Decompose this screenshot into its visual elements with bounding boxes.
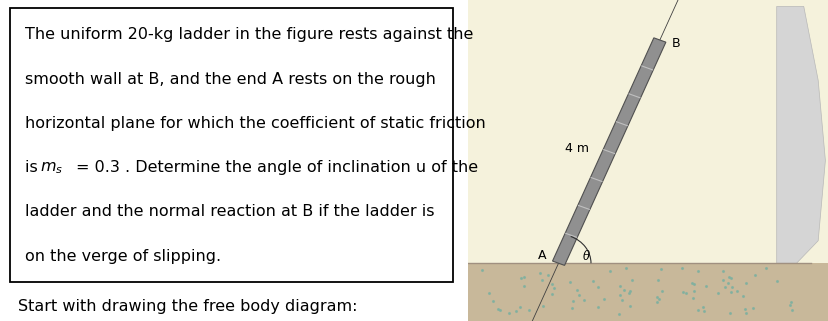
Point: [517, 274, 530, 280]
Point: [576, 297, 590, 302]
Text: is: is: [25, 160, 43, 175]
Point: [545, 291, 558, 296]
Point: [493, 308, 506, 313]
Text: The uniform 20-kg ladder in the figure rests against the: The uniform 20-kg ladder in the figure r…: [25, 27, 473, 42]
Point: [649, 299, 662, 304]
Point: [686, 282, 700, 287]
Point: [585, 278, 599, 283]
Point: [619, 266, 633, 271]
Point: [730, 288, 744, 293]
Text: ladder and the normal reaction at B if the ladder is: ladder and the normal reaction at B if t…: [25, 204, 434, 220]
Point: [739, 281, 752, 286]
Point: [612, 284, 625, 289]
Point: [508, 308, 522, 313]
Text: = 0.3 . Determine the angle of inclination u of the: = 0.3 . Determine the angle of inclinati…: [76, 160, 478, 175]
Text: on the verge of slipping.: on the verge of slipping.: [25, 249, 221, 264]
Point: [737, 306, 750, 311]
Point: [724, 284, 738, 289]
Point: [474, 267, 488, 273]
Point: [566, 299, 580, 304]
Point: [503, 311, 516, 316]
Point: [547, 285, 561, 291]
Point: [532, 271, 546, 276]
Point: [721, 274, 734, 280]
Point: [622, 291, 635, 296]
Polygon shape: [776, 6, 825, 263]
Point: [722, 311, 735, 316]
Point: [736, 294, 749, 299]
Point: [612, 311, 625, 316]
Point: [513, 304, 527, 309]
Point: [614, 298, 628, 303]
Point: [747, 273, 760, 278]
Point: [565, 305, 578, 310]
Text: smooth wall at B, and the end A rests on the rough: smooth wall at B, and the end A rests on…: [25, 72, 436, 87]
Point: [785, 308, 798, 313]
Point: [684, 280, 697, 285]
Point: [686, 289, 700, 294]
Point: [710, 290, 724, 295]
Polygon shape: [551, 38, 665, 265]
Point: [653, 267, 667, 272]
Point: [545, 282, 558, 287]
Point: [651, 277, 664, 282]
Point: [720, 280, 734, 285]
Point: [676, 289, 689, 294]
Bar: [10, 8, 453, 282]
Point: [570, 287, 583, 292]
Point: [616, 288, 629, 293]
Point: [716, 277, 729, 282]
Point: [696, 304, 709, 309]
Point: [696, 308, 710, 313]
Point: [590, 284, 604, 289]
Text: Start with drawing the free body diagram:: Start with drawing the free body diagram…: [18, 299, 358, 314]
Point: [517, 284, 530, 289]
Point: [623, 303, 636, 308]
Point: [596, 296, 609, 301]
Point: [522, 308, 535, 313]
Text: B: B: [671, 37, 680, 50]
Point: [654, 289, 667, 294]
Point: [591, 305, 604, 310]
Point: [783, 299, 797, 304]
Text: θ: θ: [582, 250, 589, 263]
Point: [724, 275, 737, 280]
Point: [482, 291, 495, 296]
Point: [745, 305, 758, 310]
Point: [724, 290, 737, 295]
Bar: [468, 263, 828, 321]
Point: [685, 295, 698, 300]
Point: [624, 277, 638, 282]
Text: horizontal plane for which the coefficient of static friction: horizontal plane for which the coefficie…: [25, 116, 485, 131]
Point: [691, 269, 704, 274]
Point: [491, 307, 504, 312]
Point: [623, 288, 636, 293]
Point: [717, 284, 730, 290]
Point: [758, 265, 772, 271]
Point: [675, 266, 688, 271]
Point: [534, 277, 547, 282]
Point: [603, 269, 616, 274]
Bar: [468, 0, 828, 321]
Point: [513, 275, 527, 281]
Point: [613, 292, 626, 298]
Text: 4 m: 4 m: [564, 142, 588, 155]
Point: [782, 302, 796, 308]
Point: [739, 310, 752, 315]
Point: [562, 280, 575, 285]
Point: [652, 296, 665, 301]
Point: [541, 272, 554, 277]
Point: [650, 295, 663, 300]
Point: [769, 279, 782, 284]
Point: [698, 283, 711, 289]
Point: [715, 268, 729, 273]
Point: [486, 299, 499, 304]
Point: [572, 292, 585, 297]
Text: A: A: [537, 249, 546, 262]
Point: [678, 291, 691, 296]
Point: [691, 307, 704, 312]
Text: $m_s$: $m_s$: [40, 160, 63, 176]
Point: [536, 304, 549, 309]
